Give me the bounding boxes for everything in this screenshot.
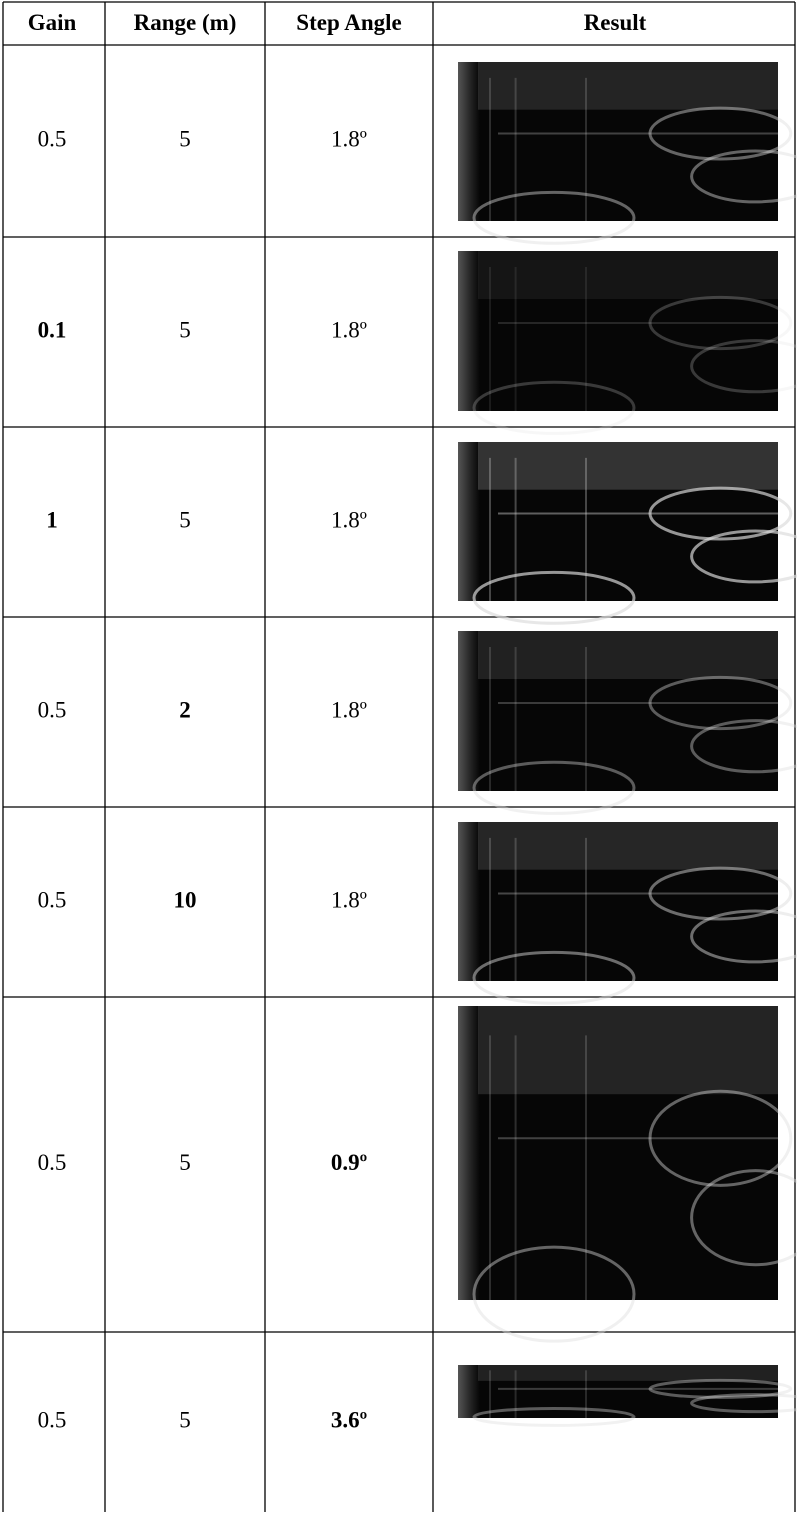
cell: 3.6º bbox=[331, 1407, 367, 1432]
sonar-image bbox=[458, 1365, 797, 1425]
image-edge bbox=[458, 442, 480, 601]
cell: 1.8º bbox=[331, 507, 367, 532]
results-table: Gain Range (m) Step Angle Result 0.5 5 1.8º 0.1… bbox=[0, 0, 797, 1521]
image-edge bbox=[458, 631, 480, 791]
image-haze bbox=[478, 1006, 778, 1094]
image-haze bbox=[478, 822, 778, 870]
cell: 2 bbox=[179, 697, 191, 722]
cell: 1.8º bbox=[331, 126, 367, 151]
cell: 0.5 bbox=[38, 1150, 67, 1175]
cell: 0.5 bbox=[38, 697, 67, 722]
image-edge bbox=[458, 62, 480, 221]
cell: 5 bbox=[179, 1407, 191, 1432]
image-edge bbox=[458, 1365, 480, 1418]
cell: 1.8º bbox=[331, 887, 367, 912]
image-haze bbox=[478, 62, 778, 110]
sonar-image bbox=[458, 442, 797, 623]
sonar-image bbox=[458, 62, 797, 243]
cell: 0.5 bbox=[38, 887, 67, 912]
cell: 5 bbox=[179, 1150, 191, 1175]
image-edge bbox=[458, 251, 480, 411]
sonar-image bbox=[458, 822, 797, 1003]
image-edge bbox=[458, 1006, 480, 1300]
image-haze bbox=[478, 631, 778, 679]
header-cell: Step Angle bbox=[296, 10, 401, 35]
cell: 5 bbox=[179, 126, 191, 151]
cell: 1 bbox=[46, 507, 58, 532]
sonar-image bbox=[458, 631, 797, 813]
cell: 1.8º bbox=[331, 317, 367, 342]
sonar-image bbox=[458, 1006, 797, 1341]
sonar-image bbox=[458, 251, 797, 433]
cell: 0.1 bbox=[38, 317, 67, 342]
header-cell: Range (m) bbox=[134, 10, 237, 35]
image-haze bbox=[478, 251, 778, 299]
cell: 0.9º bbox=[331, 1150, 367, 1175]
image-haze bbox=[478, 442, 778, 490]
cell: 5 bbox=[179, 507, 191, 532]
cell: 0.5 bbox=[38, 126, 67, 151]
cell: 10 bbox=[174, 887, 197, 912]
image-haze bbox=[478, 1365, 778, 1381]
cell: 1.8º bbox=[331, 697, 367, 722]
image-edge bbox=[458, 822, 480, 981]
header-cell: Gain bbox=[28, 10, 77, 35]
header-cell: Result bbox=[584, 10, 647, 35]
cell: 5 bbox=[179, 317, 191, 342]
cell: 0.5 bbox=[38, 1407, 67, 1432]
